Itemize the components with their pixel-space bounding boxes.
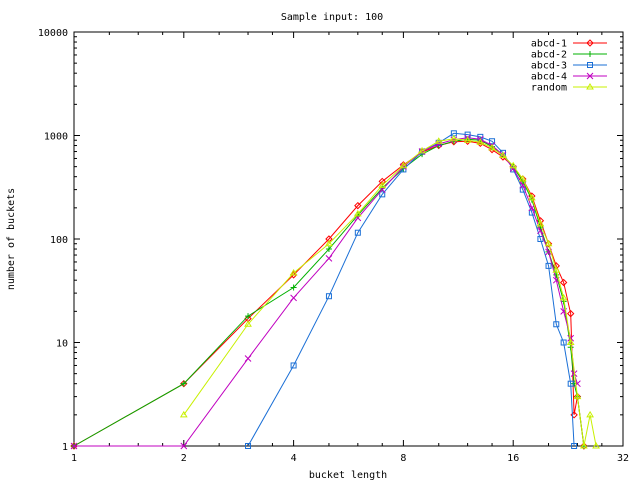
data-point (518, 175, 527, 182)
data-point (536, 219, 545, 227)
x-tick-label: 8 (400, 453, 406, 464)
legend-marker (586, 39, 594, 47)
data-point (399, 161, 408, 169)
y-axis-label: number of buckets (6, 188, 17, 290)
data-point (289, 268, 298, 276)
data-point (450, 136, 458, 144)
data-point (489, 138, 496, 145)
data-point (544, 240, 553, 248)
data-point (567, 334, 575, 342)
data-point (528, 204, 536, 212)
data-point (325, 239, 333, 247)
data-point (180, 379, 188, 388)
data-point (552, 266, 561, 273)
data-point (537, 236, 544, 242)
data-point (537, 224, 544, 231)
y-tick-label: 10 (56, 339, 68, 350)
y-tick-label: 1000 (44, 132, 68, 143)
data-point (378, 181, 387, 188)
data-point (179, 410, 188, 418)
legend-label: abcd-1 (531, 39, 567, 50)
data-point (559, 278, 568, 287)
legend-label: abcd-3 (531, 61, 567, 72)
data-point (245, 443, 252, 449)
series-random (179, 134, 600, 449)
data-point (528, 209, 535, 216)
chart-title: Sample input: 100 (281, 12, 383, 23)
series-line (183, 138, 597, 447)
data-point (290, 294, 297, 302)
x-axis: 1 2 4 8 16 32 (71, 32, 629, 464)
data-point (560, 339, 567, 346)
data-point (325, 246, 332, 253)
data-point (553, 321, 560, 328)
y-tick-label: 10000 (38, 28, 68, 39)
data-point (571, 443, 578, 449)
data-point (325, 293, 332, 300)
data-point (418, 146, 426, 154)
data-point (559, 293, 568, 301)
data-point (180, 380, 187, 387)
data-point (586, 410, 594, 418)
data-point (290, 284, 297, 291)
legend-marker (587, 51, 593, 57)
data-point (379, 191, 386, 198)
x-tick-label: 2 (181, 453, 187, 464)
data-point (244, 355, 252, 362)
data-point (573, 392, 582, 400)
data-point (325, 235, 333, 243)
data-point (499, 151, 507, 159)
data-point (509, 161, 518, 169)
data-point (180, 442, 188, 450)
data-point (244, 320, 252, 327)
data-point (566, 338, 575, 345)
data-point (354, 201, 362, 210)
data-point (488, 143, 496, 151)
data-point (245, 313, 252, 320)
data-point (70, 442, 78, 450)
y-tick-label: 100 (50, 235, 68, 246)
x-axis-label: bucket length (309, 470, 387, 480)
data-point (567, 380, 574, 387)
data-point (519, 186, 526, 193)
x-tick-label: 32 (617, 453, 629, 464)
legend-label: abcd-4 (531, 72, 567, 83)
x-tick-label: 1 (71, 453, 77, 464)
data-point (553, 271, 560, 278)
series-layer (70, 130, 600, 450)
legend-label: abcd-2 (531, 50, 567, 61)
data-point (354, 229, 361, 236)
legend-label: random (531, 83, 567, 94)
data-point (566, 309, 575, 318)
x-tick-label: 4 (291, 453, 297, 464)
x-tick-label: 16 (507, 453, 519, 464)
legend-marker (586, 72, 594, 80)
data-point (544, 239, 553, 247)
data-point (434, 137, 443, 144)
series-line (73, 140, 585, 447)
data-point (353, 209, 362, 217)
data-point (527, 193, 536, 201)
series-line (247, 132, 575, 447)
y-tick-label: 1 (62, 442, 68, 453)
data-point (290, 362, 297, 369)
data-point (545, 262, 552, 269)
data-point (580, 442, 588, 449)
data-point (325, 255, 333, 262)
data-point (463, 136, 472, 143)
data-point (592, 442, 600, 449)
legend-marker (587, 62, 593, 68)
data-point (449, 134, 458, 142)
data-point (476, 138, 485, 145)
data-point (378, 177, 386, 186)
legend-marker (586, 83, 594, 90)
